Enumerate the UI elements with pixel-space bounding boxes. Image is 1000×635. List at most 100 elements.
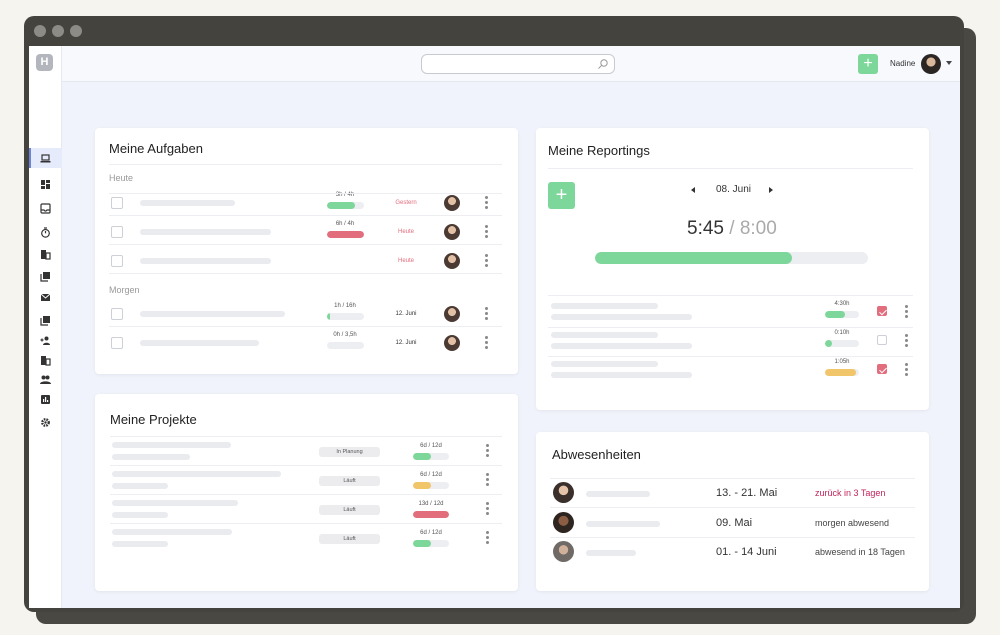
window-close-dot[interactable] — [34, 25, 46, 37]
task-checkbox[interactable] — [111, 308, 123, 320]
more-options-icon[interactable] — [486, 531, 489, 544]
report-checkbox[interactable] — [877, 306, 887, 316]
more-options-icon[interactable] — [485, 254, 488, 267]
sidebar-item-mail-check[interactable] — [29, 287, 62, 307]
sidebar-item-people[interactable] — [29, 369, 62, 389]
report-time: 0:10h — [834, 330, 850, 336]
more-options-icon[interactable] — [485, 336, 488, 349]
more-options-icon[interactable] — [905, 334, 908, 347]
project-name-placeholder — [112, 442, 231, 448]
time-summary: 5:45 / 8:00 — [687, 218, 777, 240]
project-days: 6d / 12d — [420, 443, 442, 449]
divider — [550, 507, 915, 508]
task-hours: 6h / 4h — [335, 221, 355, 227]
sidebar-item-timer[interactable] — [29, 222, 62, 242]
report-time: 1:05h — [834, 359, 850, 365]
projects-card: Meine Projekte In Planung 6d / 12d Läuft 6d… — [95, 394, 518, 591]
window-titlebar — [24, 16, 964, 46]
assignee-avatar — [444, 306, 460, 322]
report-desc-placeholder — [551, 343, 692, 349]
sidebar-item-gear[interactable] — [29, 412, 62, 432]
task-progress-bar — [327, 313, 364, 320]
assignee-avatar — [444, 253, 460, 269]
app-window: + Nadine H Meine Aufgaben Heute 3h / 4h Ge… — [24, 16, 964, 612]
task-checkbox[interactable] — [111, 255, 123, 267]
more-options-icon[interactable] — [486, 444, 489, 457]
task-checkbox[interactable] — [111, 197, 123, 209]
task-due-date: 12. Juni — [395, 340, 417, 346]
divider — [548, 356, 913, 357]
task-checkbox[interactable] — [111, 226, 123, 238]
project-status-badge: Läuft — [319, 476, 380, 486]
chart-icon — [41, 395, 50, 404]
task-name-placeholder — [140, 200, 235, 206]
report-title-placeholder — [551, 332, 658, 338]
divider — [550, 478, 915, 479]
tasks-card: Meine Aufgaben Heute 3h / 4h Gestern 6h / 4… — [95, 128, 518, 374]
search-icon[interactable] — [597, 58, 609, 70]
employee-name-placeholder — [586, 491, 650, 497]
chevron-down-icon[interactable] — [946, 61, 952, 65]
task-name-placeholder — [140, 258, 271, 264]
sidebar-item-inbox[interactable] — [29, 198, 62, 218]
sidebar-item-building[interactable] — [29, 244, 62, 264]
report-checkbox[interactable] — [877, 364, 887, 374]
time-logged: 5:45 — [687, 218, 724, 239]
more-options-icon[interactable] — [905, 305, 908, 318]
report-checkbox[interactable] — [877, 335, 887, 345]
sidebar-item-laptop[interactable] — [29, 148, 62, 168]
divider — [110, 523, 502, 524]
project-status-badge: In Planung — [319, 447, 380, 457]
sidebar-item-library[interactable] — [29, 310, 62, 330]
task-name-placeholder — [140, 311, 285, 317]
sidebar-item-building[interactable] — [29, 350, 62, 370]
divider — [109, 273, 502, 274]
more-options-icon[interactable] — [485, 196, 488, 209]
project-progress-bar — [413, 482, 449, 489]
section-label: Morgen — [109, 285, 140, 295]
user-avatar[interactable] — [921, 54, 941, 74]
task-progress-fill — [327, 231, 364, 238]
daily-progress-fill — [595, 252, 792, 264]
project-name-placeholder — [112, 500, 238, 506]
divider — [109, 326, 502, 327]
more-options-icon[interactable] — [486, 473, 489, 486]
sidebar-item-dashboard[interactable] — [29, 174, 62, 194]
absence-dates: 13. - 21. Mai — [716, 487, 778, 499]
divider — [550, 537, 915, 538]
project-progress-bar — [413, 540, 449, 547]
divider — [110, 465, 502, 466]
previous-day-icon[interactable] — [691, 187, 695, 193]
more-options-icon[interactable] — [486, 502, 489, 515]
more-options-icon[interactable] — [485, 307, 488, 320]
sidebar-item-library[interactable] — [29, 266, 62, 286]
task-due-date: Gestern — [395, 200, 417, 206]
report-title-placeholder — [551, 361, 658, 367]
person-add-icon — [40, 336, 50, 345]
project-progress-fill — [413, 511, 449, 518]
employee-avatar — [553, 482, 574, 503]
divider — [110, 436, 502, 437]
project-client-placeholder — [112, 483, 168, 489]
library-icon — [40, 272, 50, 282]
user-name[interactable]: Nadine — [890, 59, 916, 68]
more-options-icon[interactable] — [905, 363, 908, 376]
task-hours: 0h / 3,5h — [333, 332, 357, 338]
report-time: 4:30h — [834, 301, 850, 307]
next-day-icon[interactable] — [769, 187, 773, 193]
add-report-button[interactable]: + — [548, 182, 575, 209]
app-logo[interactable]: H — [36, 54, 53, 71]
more-options-icon[interactable] — [485, 225, 488, 238]
window-minimize-dot[interactable] — [52, 25, 64, 37]
project-days: 6d / 12d — [420, 530, 442, 536]
project-progress-fill — [413, 453, 431, 460]
task-checkbox[interactable] — [111, 337, 123, 349]
window-maximize-dot[interactable] — [70, 25, 82, 37]
sidebar-item-chart[interactable] — [29, 389, 62, 409]
search-input[interactable] — [421, 54, 615, 74]
add-button[interactable]: + — [858, 54, 878, 74]
employee-avatar — [553, 541, 574, 562]
project-progress-fill — [413, 540, 431, 547]
sidebar-item-person-add[interactable] — [29, 330, 62, 350]
mail-check-icon — [40, 293, 51, 301]
